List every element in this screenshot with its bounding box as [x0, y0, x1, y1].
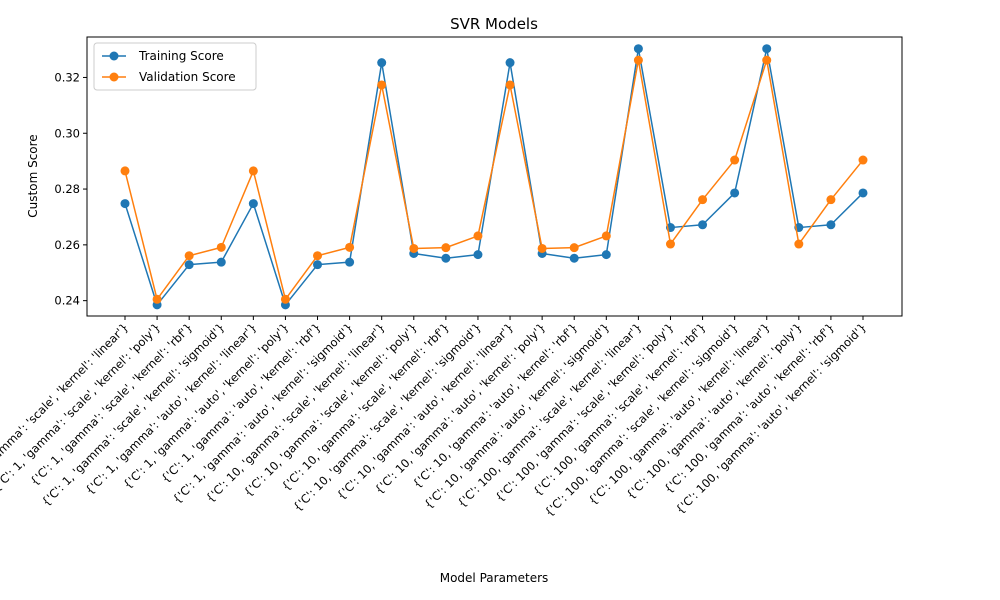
data-point-training-score	[473, 250, 483, 260]
data-point-validation-score	[473, 231, 483, 241]
data-point-training-score	[313, 260, 323, 270]
data-point-validation-score	[505, 80, 515, 90]
data-point-training-score	[698, 220, 708, 230]
data-point-validation-score	[826, 195, 836, 205]
data-point-training-score	[441, 253, 451, 263]
data-point-training-score	[569, 253, 579, 263]
data-point-training-score	[730, 188, 740, 198]
data-point-training-score	[248, 199, 258, 209]
data-point-validation-score	[794, 239, 804, 249]
data-point-validation-score	[345, 242, 355, 252]
data-point-training-score	[858, 188, 868, 198]
data-point-validation-score	[762, 55, 772, 65]
data-point-training-score	[184, 260, 194, 270]
data-point-validation-score	[409, 243, 419, 253]
data-point-validation-score	[184, 251, 194, 261]
data-point-validation-score	[633, 55, 643, 65]
chart-title: SVR Models	[450, 15, 538, 33]
series-line-validation-score	[124, 59, 864, 301]
legend-box	[93, 42, 257, 91]
data-point-validation-score	[441, 243, 451, 253]
data-point-training-score	[633, 44, 643, 54]
data-point-validation-score	[698, 195, 708, 205]
data-point-validation-score	[601, 231, 611, 241]
y-tick-label: 0.26	[54, 238, 80, 252]
data-point-validation-score	[569, 243, 579, 253]
y-tick-label: 0.32	[54, 70, 80, 84]
data-point-training-score	[377, 58, 387, 68]
legend-label-training: Training Score	[138, 49, 224, 63]
y-axis-label: Custom Score	[26, 134, 40, 217]
data-point-validation-score	[858, 155, 868, 165]
data-point-training-score	[601, 250, 611, 260]
data-point-validation-score	[216, 242, 226, 252]
data-point-validation-score	[665, 239, 675, 249]
data-point-validation-score	[730, 155, 740, 165]
x-axis-label: Model Parameters	[440, 571, 549, 585]
data-point-training-score	[762, 44, 772, 54]
data-point-training-score	[345, 257, 355, 267]
y-tick-label: 0.28	[54, 182, 80, 196]
legend: Training Score Validation Score	[93, 42, 257, 91]
data-point-training-score	[120, 199, 130, 209]
y-tick-label: 0.30	[54, 126, 80, 140]
data-point-validation-score	[377, 80, 387, 90]
data-point-training-score	[505, 58, 515, 68]
legend-marker-validation	[109, 72, 119, 82]
data-point-training-score	[216, 257, 226, 267]
plot-frame	[86, 36, 903, 317]
data-point-validation-score	[152, 294, 162, 304]
legend-label-validation: Validation Score	[139, 70, 236, 84]
data-point-validation-score	[120, 166, 130, 176]
data-point-validation-score	[280, 294, 290, 304]
legend-marker-training	[109, 51, 119, 61]
data-point-training-score	[826, 220, 836, 230]
data-point-validation-score	[537, 243, 547, 253]
data-point-validation-score	[248, 166, 258, 176]
y-tick-label: 0.24	[54, 294, 80, 308]
data-point-validation-score	[313, 251, 323, 261]
